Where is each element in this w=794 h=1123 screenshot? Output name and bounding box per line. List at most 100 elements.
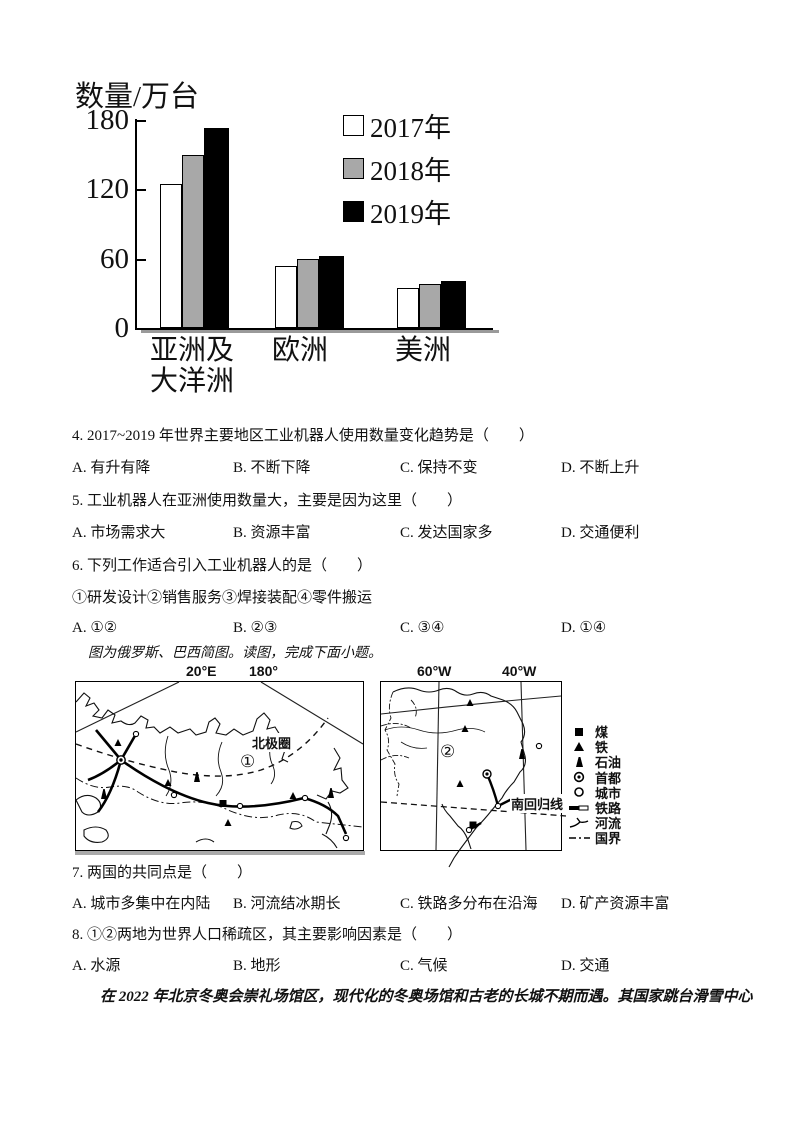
bar-2019年-美洲 (441, 281, 466, 328)
chart-y-axis-title: 数量/万台 (75, 81, 200, 113)
bar-2017年-美洲 (397, 288, 419, 328)
y-axis-line (135, 119, 137, 330)
oil-derrick-icon (101, 789, 107, 799)
legend-item-oil: 石油 (563, 754, 743, 770)
option-5c: C. 发达国家多 (400, 525, 493, 541)
iron-triangle-icon (114, 739, 122, 746)
winter-olympics-intro-text: 在 2022 年北京冬奥会崇礼场馆区，现代化的冬奥场馆和古老的长城不期而遇。其国… (100, 989, 753, 1005)
bar-2019年-亚洲及大洋洲 (204, 128, 229, 328)
coal-square-icon (563, 726, 595, 738)
industrial-robots-bar-chart: 数量/万台 0 60 120 180 亚洲及 大洋洲 欧洲 美洲 2017年 2018年 2019年 (75, 73, 505, 403)
y-tick-mark (135, 258, 146, 261)
question-6-stem: 6. 下列工作适合引入工业机器人的是（ ） (72, 558, 373, 574)
russia-coastline (75, 692, 349, 849)
iron-triangle-icon (164, 779, 172, 786)
brazil-rivers (384, 726, 486, 749)
option-7b: B. 河流结冰期长 (233, 896, 341, 912)
iron-triangle-icon (289, 792, 297, 799)
legend-item-city: 城市 (563, 785, 743, 801)
x-axis-shadow-line (141, 330, 499, 333)
option-4c: C. 保持不变 (400, 460, 478, 476)
option-7c: C. 铁路多分布在沿海 (400, 896, 538, 912)
chart-legend-swatch (343, 114, 364, 136)
legend-item-border: 国界 (563, 830, 743, 846)
question-5-stem: 5. 工业机器人在亚洲使用数量大，主要是因为这里（ ） (72, 493, 463, 509)
river-icon (563, 817, 595, 829)
capital-icon (563, 771, 595, 783)
map-legend: 煤 铁 石油 首都 城市 铁路 河流 国界 (563, 724, 743, 846)
chart-legend-item: 2017年 (343, 107, 451, 143)
arctic-circle-label: 北极圈 (251, 733, 293, 752)
bar-2018年-欧洲 (297, 259, 319, 328)
chart-legend-item: 2018年 (343, 150, 451, 186)
russia-meridian-lines (75, 681, 364, 745)
tropic-of-capricorn-label: 南回归线 (510, 794, 565, 813)
y-tick-label: 60 (100, 242, 129, 275)
chart-legend-label: 2018年 (370, 155, 451, 186)
brazil-map (380, 681, 567, 868)
brazil-coastline (392, 687, 526, 868)
option-8b: B. 地形 (233, 958, 281, 974)
option-5a: A. 市场需求大 (72, 525, 166, 541)
map-intro-text: 图为俄罗斯、巴西简图。读图，完成下面小题。 (88, 646, 382, 661)
question-4-stem: 4. 2017~2019 年世界主要地区工业机器人使用数量变化趋势是（ ） (72, 428, 534, 444)
brazil-meridian-label-40w: 40°W (502, 663, 537, 679)
option-5d: D. 交通便利 (561, 525, 640, 541)
chart-legend-label: 2019年 (370, 198, 451, 229)
russia-meridian-label-180: 180° (249, 663, 278, 679)
chart-legend-swatch (343, 200, 364, 222)
bar-2018年-美洲 (419, 284, 441, 328)
chart-legend-item: 2019年 (343, 193, 451, 229)
russia-capital-moscow (116, 755, 126, 765)
legend-item-railway: 铁路 (563, 800, 743, 816)
oil-derrick-icon (563, 756, 595, 768)
question-5-options: A. 市场需求大 B. 资源丰富 C. 发达国家多 D. 交通便利 (72, 521, 782, 541)
railway-icon (563, 802, 595, 814)
category-label: 亚洲及 (149, 335, 234, 366)
x-axis-line (135, 328, 493, 330)
y-tick-label: 180 (85, 104, 130, 136)
brazil-map-drawing (380, 681, 567, 868)
question-7-stem: 7. 两国的共同点是（ ） (72, 865, 253, 881)
iron-triangle-icon (461, 725, 469, 732)
legend-item-coal: 煤 (563, 724, 743, 740)
option-4a: A. 有升有降 (72, 460, 151, 476)
option-4d: D. 不断上升 (561, 460, 640, 476)
option-7d: D. 矿产资源丰富 (561, 896, 670, 912)
brazil-mineral-symbols (456, 699, 525, 829)
brazil-meridian-lines (435, 681, 527, 851)
iron-triangle-icon (466, 699, 474, 706)
y-tick-mark (135, 189, 146, 192)
category-label: 大洋洲 (149, 366, 234, 397)
border-icon (563, 832, 595, 844)
bar-2018年-亚洲及大洋洲 (182, 155, 204, 328)
russia-mineral-symbols (101, 739, 334, 826)
russia-map-shadow (75, 851, 365, 855)
option-6c: C. ③④ (400, 620, 445, 636)
y-tick-label: 120 (85, 173, 130, 206)
bar-2017年-欧洲 (275, 266, 297, 328)
brazil-cities (465, 742, 543, 834)
russia-meridian-label-20e: 20°E (186, 663, 217, 679)
option-6b: B. ②③ (233, 620, 278, 636)
russia-southern-border-line (75, 777, 364, 828)
legend-item-river: 河流 (563, 815, 743, 831)
question-6-options: A. ①② B. ②③ C. ③④ D. ①④ (72, 618, 782, 638)
brazil-capital (482, 769, 492, 779)
option-6d: D. ①④ (561, 620, 607, 636)
coal-square-icon (219, 800, 227, 807)
oil-derrick-icon (194, 772, 200, 782)
question-6-subitems: ①研发设计②销售服务③焊接装配④零件搬运 (72, 590, 373, 606)
option-7a: A. 城市多集中在内陆 (72, 896, 211, 912)
option-8a: A. 水源 (72, 958, 121, 974)
brazil-meridian-label-60w: 60°W (417, 663, 452, 679)
legend-item-iron: 铁 (563, 739, 743, 755)
bar-2017年-亚洲及大洋洲 (160, 184, 182, 328)
russia-marker-1: ① (240, 752, 256, 771)
question-7-options: A. 城市多集中在内陆 B. 河流结冰期长 C. 铁路多分布在沿海 D. 矿产资… (72, 892, 782, 912)
category-label: 美洲 (394, 335, 451, 366)
brazil-marker-2: ② (440, 742, 456, 761)
option-6a: A. ①② (72, 620, 118, 636)
legend-item-capital: 首都 (563, 770, 743, 786)
